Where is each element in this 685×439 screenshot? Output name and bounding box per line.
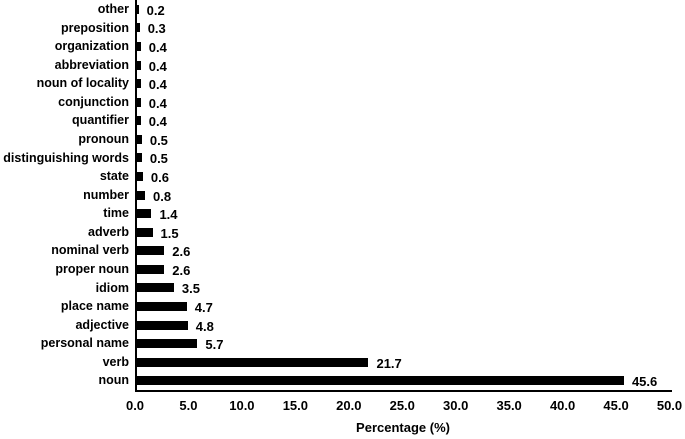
value-label: 0.2 [146, 2, 165, 18]
value-label: 0.4 [148, 39, 167, 55]
category-label: noun [98, 373, 129, 388]
value-label: 0.8 [153, 188, 172, 204]
value-label: 0.4 [148, 58, 167, 74]
value-label: 0.5 [149, 132, 168, 148]
category-label: time [103, 206, 129, 221]
bar [136, 79, 141, 89]
bar [136, 41, 141, 51]
value-label: 3.5 [181, 281, 200, 297]
value-label: 1.5 [160, 225, 179, 241]
category-label: place name [60, 299, 129, 314]
value-label: 2.6 [172, 262, 191, 278]
x-tick-label: 20.0 [336, 398, 362, 413]
category-label: abbreviation [54, 57, 129, 72]
x-axis-line [135, 390, 672, 392]
x-tick-label: 45.0 [603, 398, 629, 413]
x-tick-label: 35.0 [496, 398, 522, 413]
value-label: 4.7 [194, 299, 213, 315]
bar [136, 283, 174, 293]
x-tick-label: 15.0 [282, 398, 308, 413]
x-tick-label: 50.0 [656, 398, 683, 413]
category-label: conjunction [58, 94, 129, 109]
bar [136, 23, 140, 33]
value-label: 0.6 [150, 169, 169, 185]
category-label: state [99, 169, 129, 184]
value-label: 21.7 [376, 355, 402, 371]
bar [136, 60, 141, 70]
category-label: personal name [40, 336, 129, 351]
value-label: 1.4 [159, 207, 178, 223]
bar [136, 116, 141, 126]
category-label: preposition [60, 20, 129, 35]
value-label: 2.6 [172, 244, 191, 260]
bar [136, 264, 165, 274]
value-label: 0.5 [149, 151, 168, 167]
x-tick-label: 40.0 [549, 398, 576, 413]
category-label: verb [102, 354, 129, 369]
value-label: 4.8 [195, 318, 214, 334]
category-label: noun of locality [36, 76, 129, 91]
value-label: 0.4 [148, 95, 167, 111]
x-tick-label: 0.0 [125, 398, 145, 413]
value-label: 0.4 [148, 114, 167, 130]
category-label: adjective [75, 317, 129, 332]
bar [136, 301, 187, 311]
category-label: pronoun [78, 132, 129, 147]
category-label: distinguishing words [3, 150, 129, 165]
bar [136, 227, 153, 237]
bar [136, 4, 139, 14]
x-tick-label: 30.0 [443, 398, 469, 413]
bar [136, 171, 143, 181]
x-axis-title: Percentage (%) [356, 420, 450, 435]
bar [136, 153, 142, 163]
bar [136, 246, 165, 256]
category-label: nominal verb [51, 243, 129, 258]
category-label: proper noun [55, 262, 129, 277]
y-axis-line [135, 0, 137, 391]
x-tick-label: 10.0 [229, 398, 255, 413]
x-tick-label: 25.0 [389, 398, 415, 413]
value-label: 0.3 [147, 21, 166, 37]
value-label: 0.4 [148, 77, 167, 93]
bar [136, 134, 142, 144]
bar [136, 339, 198, 349]
value-label: 45.6 [631, 374, 658, 390]
bar [136, 209, 152, 219]
category-label: other [97, 2, 129, 17]
category-label: organization [54, 39, 129, 54]
category-label: quantifier [72, 113, 129, 128]
bar [136, 320, 188, 330]
bar [136, 190, 146, 200]
category-label: idiom [95, 280, 129, 295]
x-tick-label: 5.0 [179, 398, 198, 413]
bar [136, 376, 624, 386]
bar [136, 97, 141, 107]
category-label: number [83, 187, 129, 202]
category-label: adverb [88, 224, 129, 239]
bar [136, 357, 369, 367]
value-label: 5.7 [205, 337, 224, 353]
